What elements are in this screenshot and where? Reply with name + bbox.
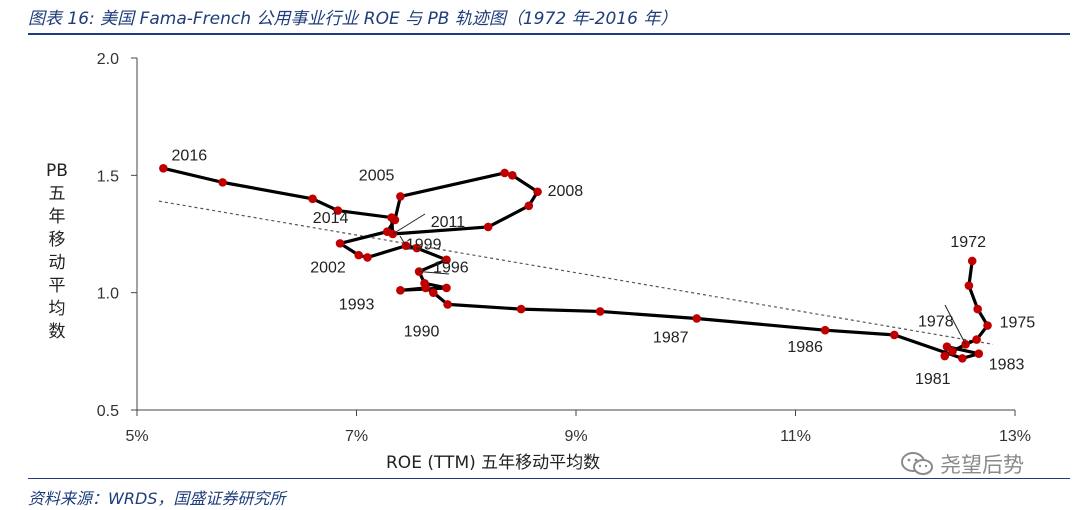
y-tick-label: 1.0 bbox=[97, 286, 119, 303]
point-label: 1975 bbox=[1000, 315, 1036, 332]
data-point bbox=[940, 351, 950, 361]
data-point bbox=[218, 178, 227, 187]
label-leader-line bbox=[419, 271, 450, 275]
data-point bbox=[335, 239, 345, 248]
point-label: 2011 bbox=[431, 214, 466, 231]
figure-title: 图表 16: 美国 Fama-French 公用事业行业 ROE 与 PB 轨迹… bbox=[28, 9, 678, 29]
data-point bbox=[387, 213, 396, 222]
data-point bbox=[500, 168, 509, 178]
point-label: 1981 bbox=[915, 371, 951, 388]
point-label: 1996 bbox=[433, 260, 469, 277]
data-point bbox=[972, 335, 981, 344]
data-point bbox=[429, 288, 438, 297]
point-label: 1972 bbox=[950, 234, 986, 251]
label-leader-line bbox=[399, 235, 407, 246]
data-point bbox=[333, 206, 343, 215]
point-label: 2014 bbox=[313, 210, 349, 227]
y-tick-label: 1.5 bbox=[97, 168, 119, 185]
data-point bbox=[159, 163, 168, 173]
x-tick-label: 13% bbox=[999, 428, 1031, 445]
data-point bbox=[420, 278, 429, 288]
x-axis-label: ROE (TTM) 五年移动平均数 bbox=[386, 453, 601, 473]
data-point bbox=[889, 330, 899, 340]
point-label: 1990 bbox=[404, 323, 440, 340]
data-point bbox=[595, 307, 605, 316]
axes: 0.5 1.0 1.5 2.0 5% 7% 9% 11% 13% bbox=[97, 51, 1031, 445]
data-point bbox=[964, 281, 974, 290]
label-leader-line bbox=[392, 213, 426, 235]
point-label: 2008 bbox=[548, 183, 584, 200]
data-point bbox=[973, 304, 982, 314]
point-label: 1983 bbox=[989, 357, 1025, 374]
data-point bbox=[942, 342, 952, 351]
data-point bbox=[442, 283, 451, 293]
x-tick-label: 7% bbox=[345, 428, 368, 445]
point-label: 1978 bbox=[918, 313, 954, 330]
point-label: 2002 bbox=[310, 259, 346, 276]
wechat-icon bbox=[900, 450, 934, 478]
data-point bbox=[443, 300, 452, 309]
source-note: 资料来源：WRDS，国盛证券研究所 bbox=[28, 489, 286, 508]
data-point bbox=[442, 255, 451, 265]
data-point bbox=[354, 250, 363, 260]
data-point bbox=[974, 349, 984, 358]
data-points-group bbox=[159, 163, 992, 363]
x-tick-label: 9% bbox=[564, 428, 587, 445]
data-point bbox=[524, 201, 534, 211]
x-tick-label: 5% bbox=[125, 428, 148, 445]
trendline bbox=[158, 200, 994, 345]
x-tick-label: 11% bbox=[780, 428, 811, 445]
data-point bbox=[412, 243, 422, 253]
data-point bbox=[508, 171, 517, 180]
data-point bbox=[533, 187, 542, 197]
data-point bbox=[820, 325, 830, 335]
point-label: 1987 bbox=[653, 329, 689, 346]
data-point bbox=[308, 194, 317, 204]
point-label: 2016 bbox=[172, 147, 208, 164]
point-label: 1993 bbox=[339, 296, 375, 313]
watermark: 尧望后势 bbox=[900, 446, 1024, 482]
y-tick-label: 0.5 bbox=[97, 403, 119, 420]
y-axis-label: PB五年移动平均数 bbox=[46, 161, 68, 342]
point-labels-group: 1972 1975 1978 1981 1983 1986 1987 1990 1993 1996… bbox=[172, 147, 1036, 388]
data-point bbox=[967, 256, 977, 266]
data-point bbox=[983, 321, 992, 330]
source-divider bbox=[28, 478, 1070, 479]
label-leader-line bbox=[944, 304, 967, 345]
data-point bbox=[363, 253, 372, 262]
data-point bbox=[396, 192, 405, 201]
point-label: 1999 bbox=[406, 237, 442, 254]
data-point bbox=[483, 222, 493, 232]
data-point bbox=[958, 354, 967, 363]
data-point bbox=[516, 304, 526, 314]
y-tick-label: 2.0 bbox=[97, 51, 119, 68]
watermark-text: 尧望后势 bbox=[940, 453, 1024, 477]
data-point bbox=[692, 314, 702, 323]
title-divider bbox=[28, 33, 1070, 35]
data-point bbox=[396, 286, 405, 295]
trendline-group bbox=[158, 200, 994, 345]
point-label: 2005 bbox=[359, 167, 395, 184]
point-label: 1986 bbox=[787, 339, 823, 356]
